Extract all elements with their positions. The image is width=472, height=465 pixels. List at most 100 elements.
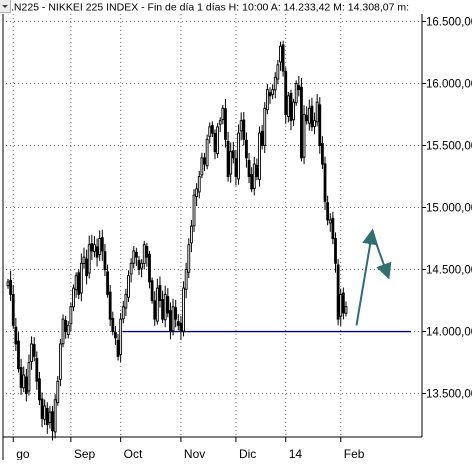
candle-body bbox=[56, 380, 60, 403]
chart-title: .N225 - NIKKEI 225 INDEX - Fin de día 1 … bbox=[11, 2, 409, 14]
menu-dropdown-button[interactable] bbox=[0, 0, 11, 13]
candle-body bbox=[14, 326, 18, 345]
candle-body bbox=[179, 322, 183, 333]
candle-body bbox=[341, 292, 345, 314]
candle-body bbox=[163, 293, 167, 321]
y-tick-label: 16.500,00 bbox=[426, 16, 472, 28]
candle-body bbox=[276, 64, 280, 80]
candle-body bbox=[48, 411, 52, 423]
candle-body bbox=[106, 271, 109, 295]
candle-body bbox=[315, 101, 319, 123]
candle-body bbox=[334, 238, 337, 264]
candle-body bbox=[252, 163, 256, 189]
candle-body bbox=[331, 217, 335, 239]
y-tick-label: 15.000,00 bbox=[426, 203, 472, 215]
candle-body bbox=[59, 343, 62, 380]
candle-body bbox=[336, 264, 340, 320]
candle-body bbox=[339, 293, 343, 317]
y-tick-label: 13.500,00 bbox=[426, 389, 472, 401]
candle-body bbox=[124, 293, 128, 309]
candle-body bbox=[203, 157, 206, 165]
candle-body bbox=[66, 324, 70, 335]
candle-body bbox=[294, 83, 298, 104]
candle-body bbox=[127, 275, 130, 298]
candle-body bbox=[268, 92, 272, 97]
candle-body bbox=[260, 130, 264, 146]
candle-body bbox=[323, 163, 327, 202]
arrow-down-annotation bbox=[371, 231, 392, 280]
candle-body bbox=[187, 244, 191, 273]
candle-body bbox=[74, 275, 78, 291]
candle-body bbox=[307, 107, 311, 124]
candle-body bbox=[9, 280, 13, 295]
candle-body bbox=[289, 92, 293, 122]
candle-body bbox=[284, 70, 288, 115]
candle-body bbox=[242, 119, 246, 140]
candle-body bbox=[216, 126, 219, 155]
candle-body bbox=[169, 310, 172, 333]
candle-body bbox=[82, 256, 86, 265]
candle-body bbox=[150, 280, 154, 301]
candle-body bbox=[93, 244, 96, 252]
arrow-up-annotation bbox=[355, 228, 379, 326]
candle-body bbox=[226, 140, 230, 177]
candles bbox=[6, 40, 348, 441]
candle-body bbox=[142, 244, 146, 264]
candle-body bbox=[221, 107, 225, 121]
x-tick-label: go bbox=[16, 447, 30, 460]
chart-header: .N225 - NIKKEI 225 INDEX - Fin de día 1 … bbox=[0, 0, 425, 14]
candle-body bbox=[229, 151, 233, 175]
candle-body bbox=[205, 138, 209, 167]
candle-body bbox=[95, 246, 99, 258]
grid bbox=[6, 14, 422, 437]
candle-body bbox=[140, 262, 144, 269]
x-tick-label: Nov bbox=[184, 447, 205, 460]
candle-body bbox=[27, 362, 31, 392]
candle-body bbox=[43, 405, 47, 420]
candle-body bbox=[286, 95, 290, 117]
candle-body bbox=[247, 160, 251, 177]
candle-body bbox=[263, 107, 267, 146]
x-tick-label: 14 bbox=[289, 447, 303, 460]
candle-body bbox=[297, 85, 301, 91]
candle-body bbox=[237, 132, 240, 180]
candle-body bbox=[200, 157, 204, 176]
candle-body bbox=[213, 132, 217, 153]
candle-body bbox=[119, 318, 123, 355]
candle-body bbox=[174, 307, 178, 320]
candle-body bbox=[344, 306, 348, 314]
candle-body bbox=[310, 105, 314, 128]
candle-body bbox=[64, 320, 68, 333]
candle-body bbox=[153, 300, 157, 320]
candle-body bbox=[239, 120, 243, 132]
candle-body bbox=[255, 164, 259, 177]
candle-body bbox=[145, 246, 149, 258]
candle-body bbox=[218, 120, 222, 125]
candle-body bbox=[45, 408, 49, 426]
candle-body bbox=[137, 259, 141, 270]
candle-body bbox=[273, 76, 277, 91]
candle-body bbox=[108, 291, 112, 320]
candle-body bbox=[326, 202, 330, 221]
candle-body bbox=[38, 378, 41, 401]
x-tick-label: Sep bbox=[74, 447, 96, 460]
candle-body bbox=[148, 253, 151, 283]
candle-body bbox=[224, 108, 227, 140]
candle-body bbox=[166, 296, 170, 314]
candle-body bbox=[100, 237, 104, 252]
candle-body bbox=[171, 306, 175, 332]
candle-body bbox=[192, 194, 196, 227]
candle-body bbox=[161, 299, 164, 320]
candle-body bbox=[103, 251, 107, 270]
x-tick-label: Feb bbox=[344, 447, 365, 460]
candle-body bbox=[158, 285, 162, 301]
candle-body bbox=[189, 225, 193, 244]
candle-body bbox=[265, 89, 269, 111]
candle-body bbox=[305, 114, 309, 122]
candle-body bbox=[6, 281, 10, 287]
candle-body bbox=[313, 120, 316, 127]
candle-body bbox=[72, 287, 75, 308]
candle-body bbox=[182, 287, 185, 332]
